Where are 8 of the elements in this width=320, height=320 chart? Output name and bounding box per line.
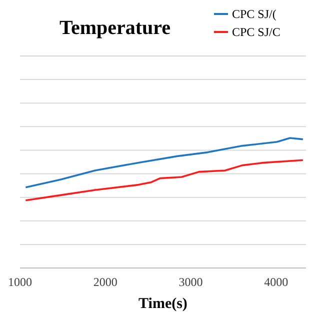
chart-title: Temperature <box>59 17 171 39</box>
x-tick-label: 1000 <box>8 275 32 289</box>
x-tick-label: 3000 <box>178 275 203 289</box>
x-tick-label: 2000 <box>93 275 118 289</box>
legend-label: CPC SJ/( <box>232 7 276 21</box>
x-tick-label: 4000 <box>264 275 288 289</box>
x-axis-title: Time(s) <box>138 296 188 312</box>
legend-label: CPC SJ/C <box>232 25 280 39</box>
